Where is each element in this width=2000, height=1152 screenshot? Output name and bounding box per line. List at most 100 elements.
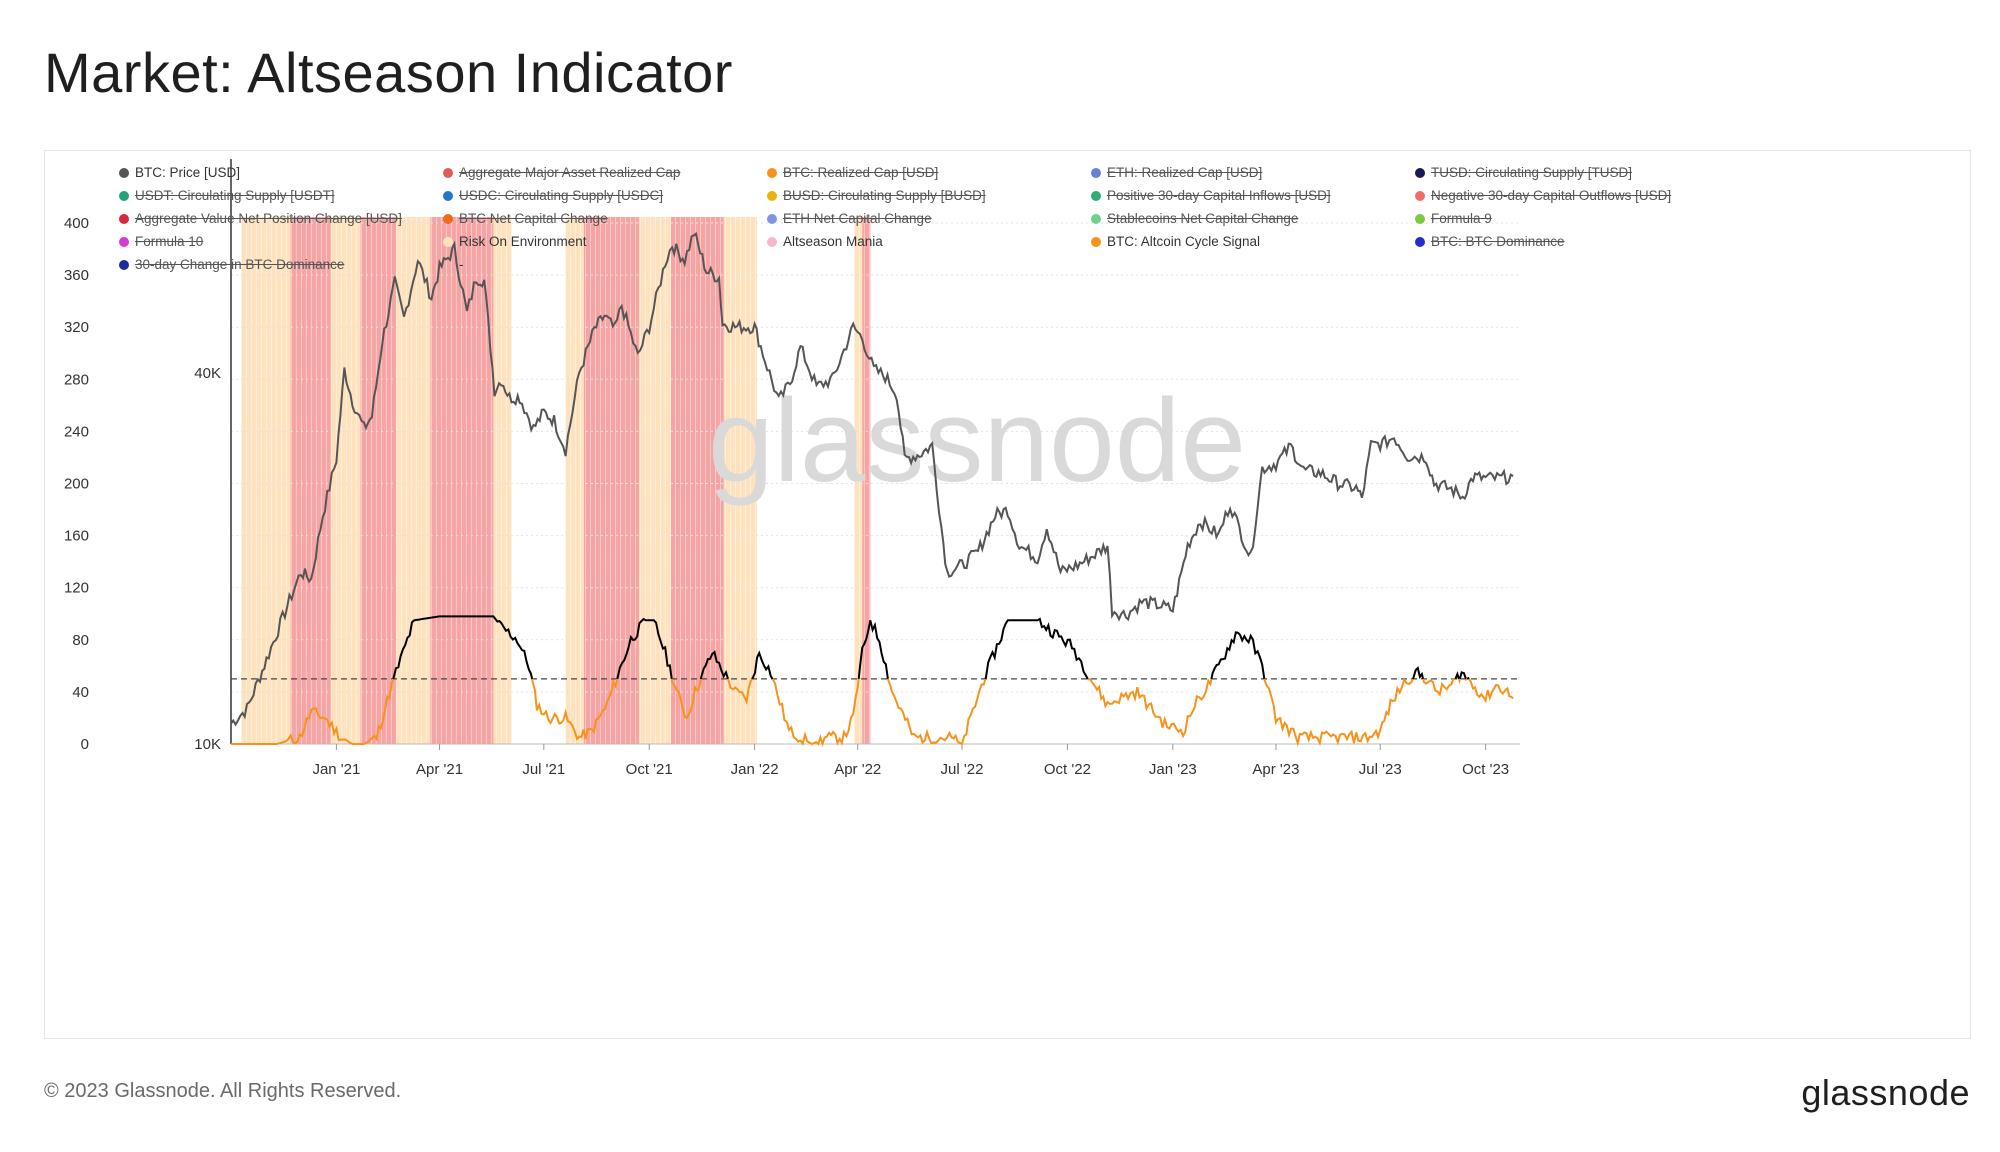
chart-canvas: glassnode 04080120160200240280320360400 … [64,159,1520,778]
copyright-notice: © 2023 Glassnode. All Rights Reserved. [44,1080,402,1102]
x-tick-label: Jul '22 [941,761,984,778]
left-tick-label: 80 [72,632,89,649]
legend-label: BTC: Realized Cap [USD] [783,165,939,180]
legend-swatch-icon [443,213,453,224]
signal-segment-below-threshold [886,678,987,746]
signal-segment-above-threshold [1411,666,1425,680]
left-tick-label: 400 [64,215,89,232]
left-axis-ticks: 0 40 80 120 160 200 240 280 320 360 400 [64,215,89,753]
legend-label: USDC: Circulating Supply [USDC] [459,188,664,203]
legend-swatch-icon [767,236,777,247]
altseason-mania-band [583,217,639,744]
chart-legend: BTC: Price [USD] Aggregate Major Asset Re… [119,161,1819,276]
legend-item[interactable]: BTC: Price [USD] [119,161,443,184]
altseason-mania-band [290,217,331,744]
legend-label: - [459,257,464,272]
signal-segment-below-threshold [1468,678,1514,704]
x-tick-label: Jul '21 [522,761,565,778]
legend-swatch-icon [1415,190,1425,201]
legend-label: Stablecoins Net Capital Change [1107,211,1299,226]
signal-segment-above-threshold [1210,631,1266,680]
legend-label: Aggregate Value Net Position Change [USD… [135,211,402,226]
legend-item[interactable]: Risk On Environment [443,230,767,253]
legend-swatch-icon [1415,213,1425,224]
legend-item[interactable]: BTC: Realized Cap [USD] [767,161,1091,184]
legend-swatch-icon [443,260,453,270]
legend-item[interactable]: Stablecoins Net Capital Change [1091,207,1415,230]
legend-item[interactable]: Formula 10 [119,230,443,253]
x-tick-label: Oct '21 [626,761,673,778]
legend-item[interactable]: USDC: Circulating Supply [USDC] [443,184,767,207]
legend-swatch-icon [767,190,777,201]
glassnode-watermark: glassnode [708,375,1246,507]
legend-item[interactable]: Positive 30-day Capital Inflows [USD] [1091,184,1415,207]
legend-label: BTC: BTC Dominance [1431,234,1565,249]
legend-item[interactable]: USDT: Circulating Supply [USDT] [119,184,443,207]
legend-item[interactable]: ETH Net Capital Change [767,207,1091,230]
left-tick-label: 200 [64,476,89,493]
left-tick-label: 160 [64,528,89,545]
legend-item[interactable]: Aggregate Major Asset Realized Cap [443,161,767,184]
legend-label: BTC Net Capital Change [459,211,608,226]
legend-item[interactable]: Aggregate Value Net Position Change [USD… [119,207,443,230]
legend-swatch-icon [119,167,129,178]
x-tick-label: Apr '23 [1252,761,1299,778]
legend-swatch-icon [443,167,453,178]
left-tick-label: 120 [64,580,89,597]
signal-segment-below-threshold [670,678,702,720]
signal-segment-above-threshold [1458,671,1467,680]
signal-segment-below-threshold [1086,678,1213,739]
legend-swatch-icon [1091,167,1101,178]
legend-item[interactable]: Altseason Mania [767,230,1091,253]
left-tick-label: 360 [64,267,89,284]
legend-swatch-icon [119,190,129,201]
legend-item[interactable]: BTC: BTC Dominance [1415,230,1739,253]
x-tick-label: Jul '23 [1359,761,1402,778]
signal-segment-below-threshold [1465,677,1468,681]
legend-label: Formula 9 [1431,211,1492,226]
price-axis: 10K 40K [194,159,232,753]
legend-swatch-icon [119,236,129,247]
altseason-mania-band [430,217,494,744]
legend-item[interactable]: Negative 30-day Capital Outflows [USD] [1415,184,1739,207]
signal-segment-below-threshold [531,678,619,741]
x-tick-label: Oct '23 [1462,761,1509,778]
signal-segment-above-threshold [392,615,534,680]
legend-item[interactable]: ETH: Realized Cap [USD] [1091,161,1415,184]
legend-item[interactable]: BTC Net Capital Change [443,207,767,230]
x-tick-label: Jan '21 [312,761,360,778]
legend-swatch-icon [119,259,129,270]
legend-label: Formula 10 [135,234,204,249]
legend-item[interactable]: - [443,253,767,276]
legend-label: Altseason Mania [783,234,883,249]
legend-label: BUSD: Circulating Supply [BUSD] [783,188,986,203]
left-tick-label: 280 [64,371,89,388]
legend-item[interactable]: BTC: Altcoin Cycle Signal [1091,230,1415,253]
legend-label: Risk On Environment [459,234,587,249]
legend-swatch-icon [1091,236,1101,247]
signal-segment-above-threshold [984,617,1089,680]
signal-segment-above-threshold [699,650,729,680]
legend-label: ETH Net Capital Change [783,211,932,226]
signal-segment-below-threshold [1422,678,1457,697]
left-tick-label: 240 [64,423,89,440]
legend-swatch-icon [767,213,777,224]
signal-segment-above-threshold [1466,676,1470,680]
legend-item[interactable]: BUSD: Circulating Supply [BUSD] [767,184,1091,207]
legend-swatch-icon [443,190,453,201]
page-title: Market: Altseason Indicator [44,41,733,104]
signal-segment-above-threshold [857,620,889,680]
signal-segment-below-threshold [231,678,395,745]
glassnode-logo: glassnode [1801,1072,1970,1113]
left-tick-label: 320 [64,319,89,336]
legend-swatch-icon [1415,236,1425,247]
left-tick-label: 0 [81,736,89,753]
legend-swatch-icon [1091,190,1101,201]
legend-label: USDT: Circulating Supply [USDT] [135,188,335,203]
legend-label: ETH: Realized Cap [USD] [1107,165,1263,180]
legend-item[interactable]: TUSD: Circulating Supply [TUSD] [1415,161,1739,184]
legend-swatch-icon [1415,167,1425,178]
legend-item[interactable]: Formula 9 [1415,207,1739,230]
legend-item[interactable]: 30-day Change in BTC Dominance [119,253,443,276]
x-axis: Jan '21 Apr '21 Jul '21 Oct '21 Jan '22 Apr '… [231,743,1520,778]
